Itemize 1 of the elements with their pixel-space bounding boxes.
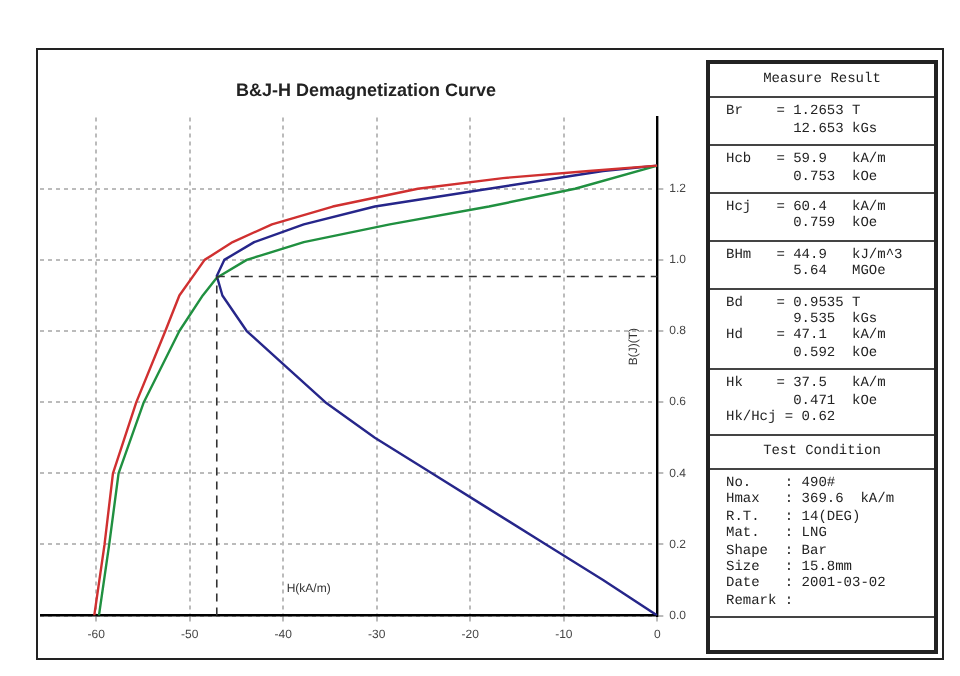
chart-title: B&J-H Demagnetization Curve xyxy=(235,79,497,100)
